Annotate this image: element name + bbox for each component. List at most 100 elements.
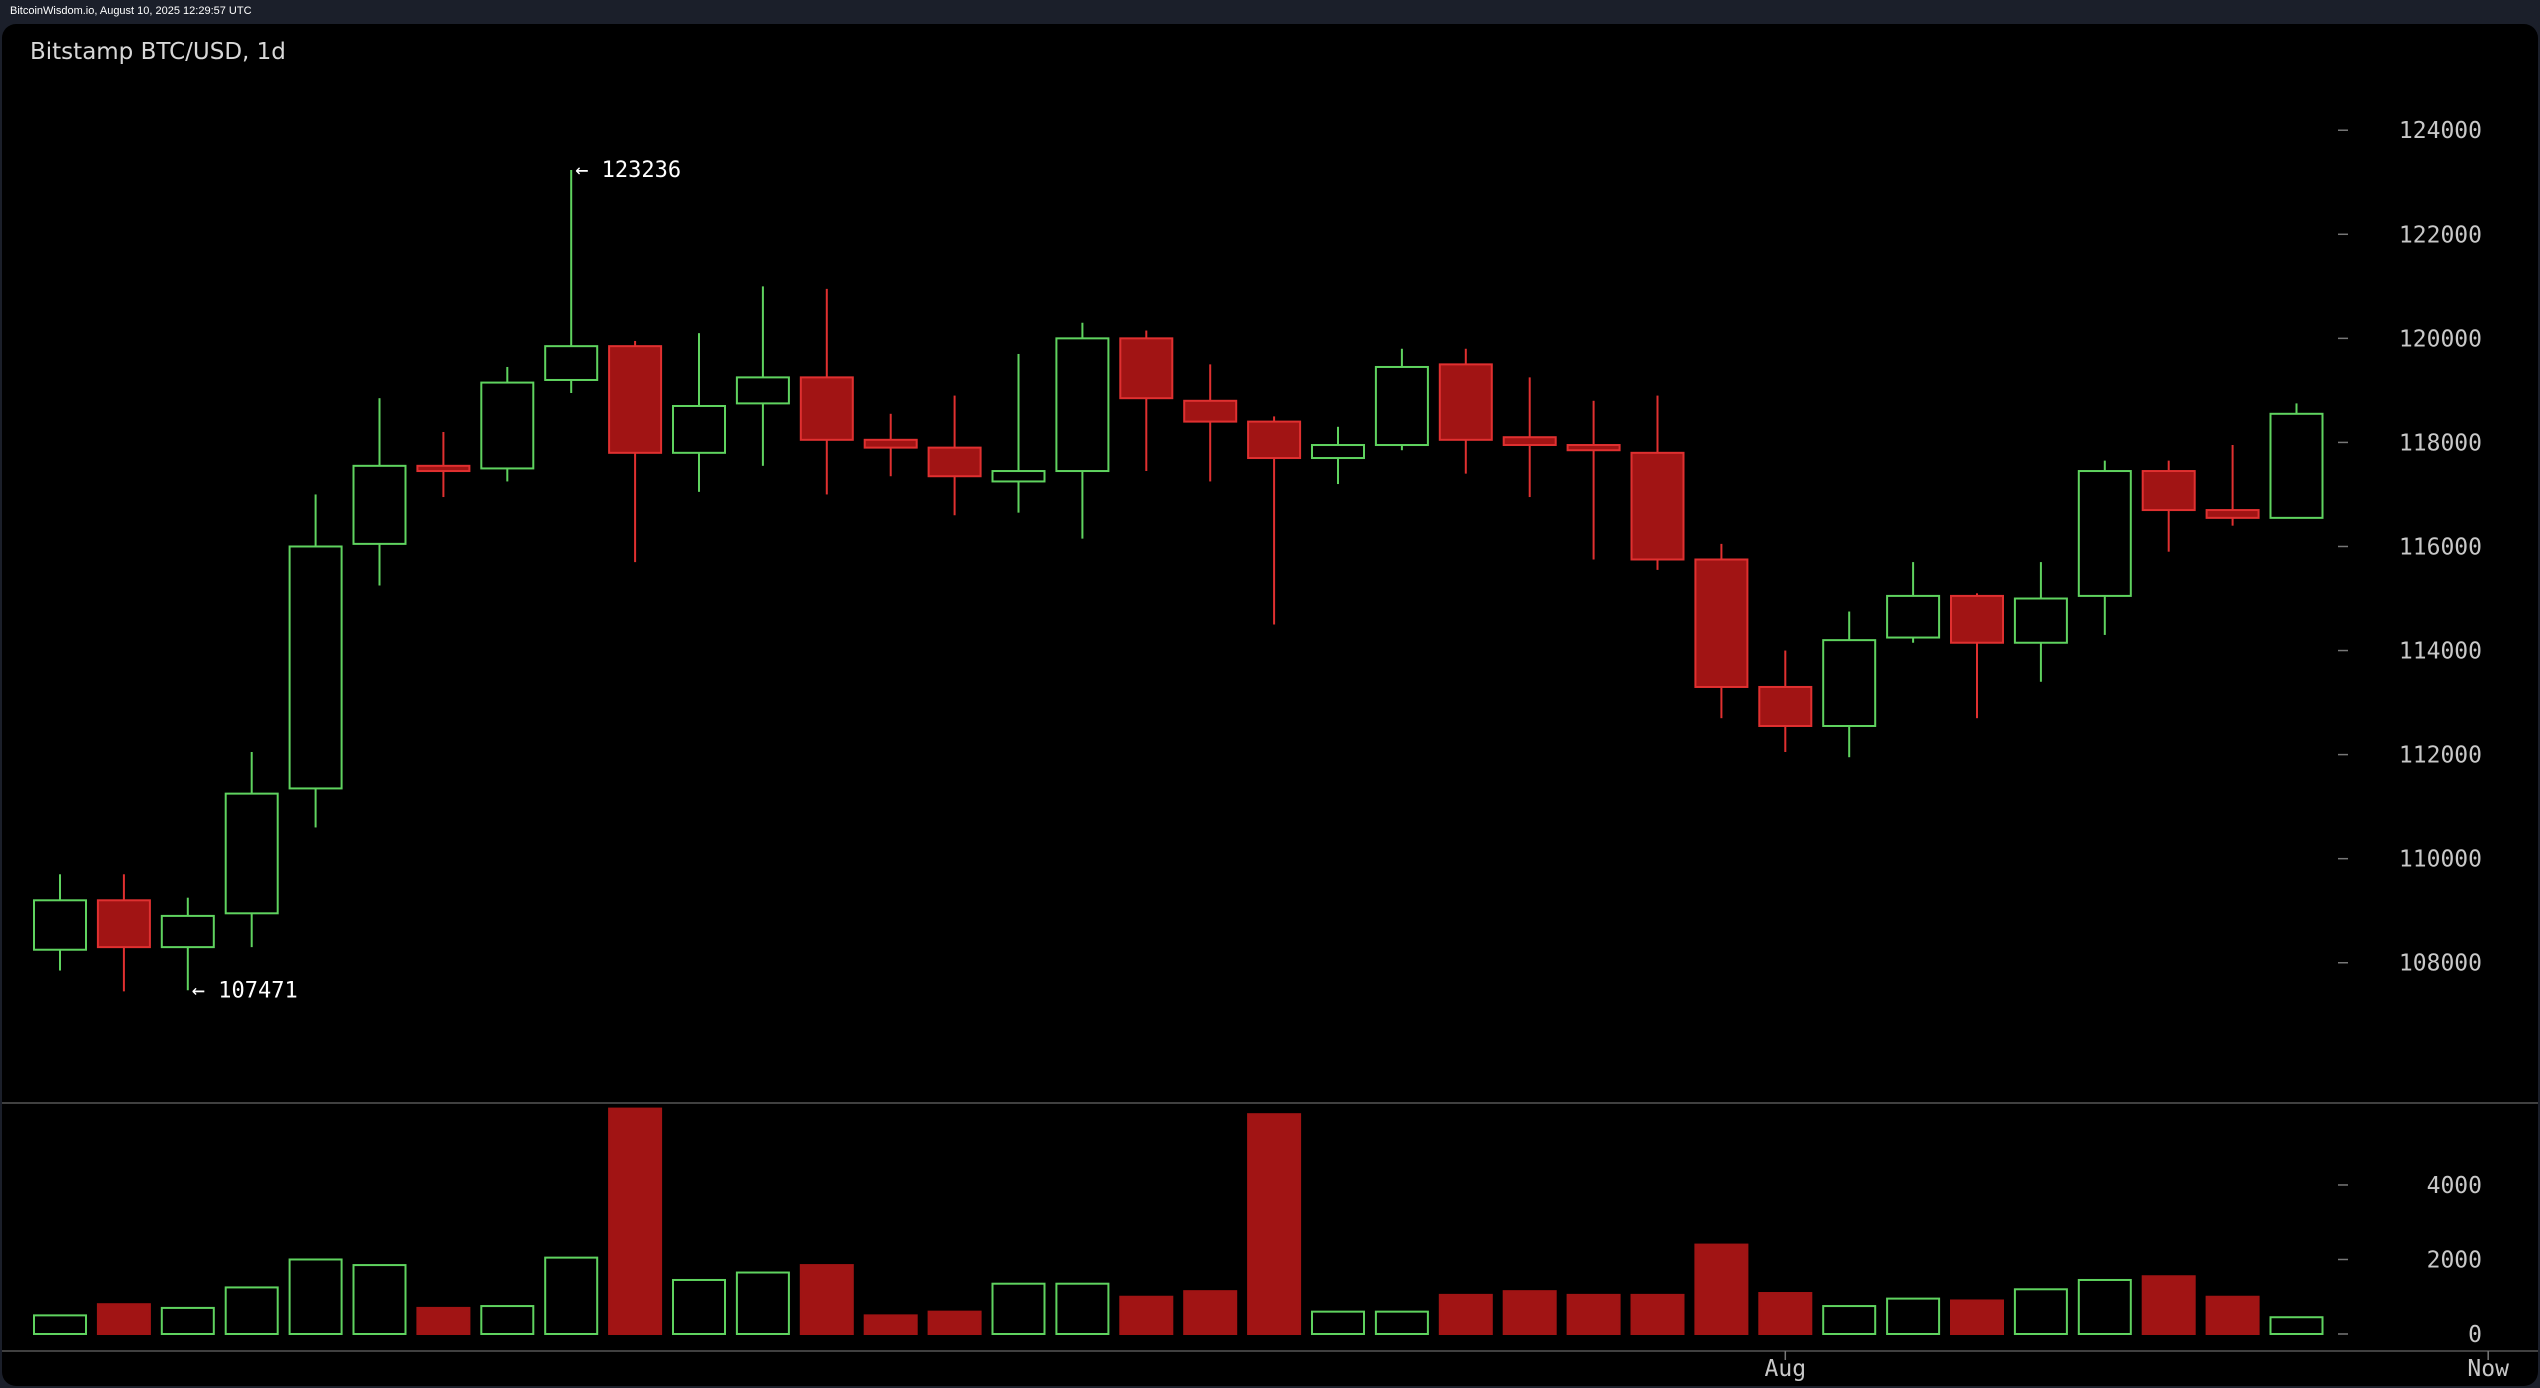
candle [1183,364,1238,482]
volume-bar [1758,1292,1813,1335]
candle-body [1374,365,1429,447]
price-tick-label: 114000 [2399,639,2482,665]
candle-body [416,464,471,473]
candle [96,874,151,992]
volume-bar [1950,1299,2004,1336]
volume-bar [96,1303,151,1336]
volume-bar [1886,1297,1941,1336]
candle-body [1055,337,1110,473]
chart-panel: Bitstamp BTC/USD, 1d 108000 110000 112000 1… [2,24,2538,1386]
candle-body [1311,444,1365,460]
volume-bar [160,1306,215,1335]
candle [1822,611,1877,758]
volume-bars [33,1107,2324,1336]
volume-bar [1183,1290,1238,1335]
volume-bar [735,1271,790,1335]
volume-bar [2141,1275,2196,1335]
candle [863,413,918,477]
price-annotation: ← 107471 [192,978,298,1003]
candle [1374,348,1429,451]
price-tick-label: 120000 [2399,326,2482,352]
candle [2077,460,2132,635]
price-tick-label: 110000 [2399,847,2482,873]
candle [1055,322,1110,539]
volume-bar [416,1306,471,1335]
candle [1119,330,1174,472]
candle [544,169,599,393]
candle-body [863,438,918,449]
candle [1566,400,1621,560]
header-bar: BitcoinWisdom.io, August 10, 2025 12:29:… [0,0,2540,24]
candle [799,288,854,495]
volume-bar [1374,1310,1429,1335]
volume-tick-label: 2000 [2427,1247,2482,1273]
candle [1758,650,1813,753]
candle [352,398,407,586]
candle [224,752,279,948]
candle-body [672,404,726,454]
candle-body [927,446,982,478]
candle [672,333,726,492]
chart-title: Bitstamp BTC/USD, 1d [30,39,286,65]
candle-body [799,376,854,441]
candle [991,353,1046,513]
candle [927,395,982,516]
volume-bar [288,1258,343,1336]
candle-body [160,914,215,949]
volume-bar [1311,1310,1365,1335]
volume-bar [2269,1316,2324,1336]
volume-bar [480,1305,535,1335]
volume-bar [224,1286,279,1335]
volume-bar [1502,1290,1557,1335]
price-tick-label: 108000 [2399,951,2482,977]
volume-bar [544,1256,599,1336]
candle-body [1247,420,1302,460]
candlestick-chart[interactable]: Bitstamp BTC/USD, 1d 108000 110000 112000 1… [2,24,2538,1386]
volume-bar [1694,1243,1749,1336]
volume-bar [672,1278,726,1336]
price-annotation: ← 123236 [575,158,681,183]
candle-body [544,345,599,381]
candle-body [1950,594,2004,644]
volume-bar [1630,1293,1685,1335]
volume-tick-label: 0 [2468,1322,2482,1348]
candle [480,366,535,482]
candle-body [224,792,279,915]
candle [2269,403,2324,519]
volume-bar [927,1310,982,1335]
candle [1438,348,1493,474]
candle [2141,460,2196,552]
candle-body [1566,444,1621,452]
price-tick-label: 124000 [2399,118,2482,144]
volume-bar [1822,1305,1877,1335]
price-tick-label: 118000 [2399,430,2482,456]
candle-body [735,376,790,405]
candle-body [480,381,535,470]
candle-body [2013,597,2068,644]
annotations: ← 123236 ← 107471 [192,158,681,1003]
candle-body [33,899,87,951]
candle-body [608,345,663,454]
candle [735,286,790,466]
candle-body [288,545,343,790]
candle-body [1758,685,1813,727]
candle-body [1886,594,1941,639]
price-tick-label: 112000 [2399,743,2482,769]
candle-body [1119,337,1174,400]
volume-bar [1566,1293,1621,1335]
candle-body [1438,363,1493,441]
candle [2013,562,2068,682]
volume-axis: 0 2000 4000 [2338,1173,2482,1348]
candle [1502,377,1557,498]
candle-body [2141,470,2196,512]
candle [1247,416,1302,625]
candle-body [1502,436,1557,447]
candles [33,169,2324,992]
volume-bar [799,1264,854,1336]
candle [1950,593,2004,719]
candle-body [96,899,151,949]
candle-body [1822,639,1877,727]
time-tick-label: Aug [1765,1356,1807,1382]
volume-bar [2077,1278,2132,1336]
volume-bar [1119,1295,1174,1336]
